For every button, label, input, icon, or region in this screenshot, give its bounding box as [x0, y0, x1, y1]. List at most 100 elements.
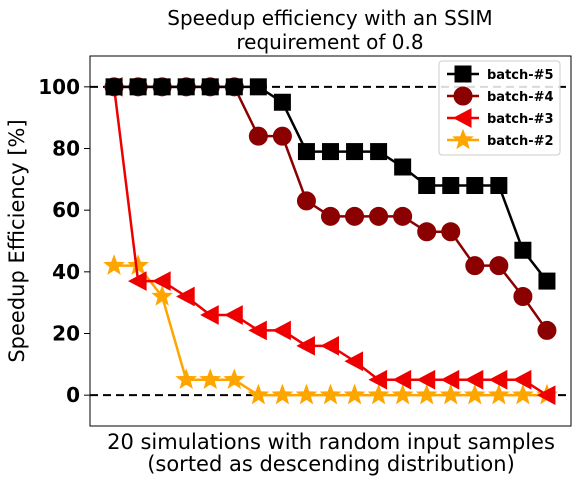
data-point [418, 177, 436, 194]
y-axis-label: Speedup Efficiency [%] [5, 119, 29, 362]
y-axis-ticks: 0 20 40 60 80 100 [38, 75, 90, 407]
data-point [321, 206, 340, 226]
legend-entry: batch-#4 [447, 86, 554, 106]
data-point [225, 78, 243, 96]
chart-title: Speedup efficiency with an SSIM requirem… [167, 6, 492, 54]
data-point [512, 383, 534, 405]
data-point [417, 222, 437, 242]
legend: batch-#5 batch-#4 batch-#3 batch-#2 [438, 60, 561, 156]
legend-entry: batch-#2 [447, 128, 554, 150]
legend-entry: batch-#3 [447, 108, 554, 128]
chart-title-line-1: Speedup efficiency with an SSIM [167, 6, 492, 30]
data-point [224, 305, 243, 325]
chart-title-line-2: requirement of 0.8 [236, 30, 423, 54]
y-tick-label: 0 [66, 383, 80, 407]
y-tick-label: 40 [52, 260, 80, 284]
series-layer [103, 77, 558, 405]
data-point [368, 369, 388, 390]
series-batch-#3 [103, 77, 556, 405]
data-point [320, 336, 339, 356]
data-point [151, 285, 174, 306]
y-tick-label: 100 [38, 75, 80, 99]
data-point [296, 336, 315, 356]
data-point [295, 383, 318, 405]
data-point [344, 351, 364, 372]
data-point [272, 320, 291, 341]
data-point [442, 177, 460, 194]
legend-label: batch-#2 [487, 134, 554, 149]
data-point [103, 254, 125, 275]
x-axis-label-line-2: (sorted as descending distribution) [147, 452, 515, 476]
legend-marker [453, 86, 473, 106]
data-point [176, 286, 195, 307]
data-point [512, 369, 532, 390]
legend-label: batch-#3 [487, 112, 554, 127]
y-tick-label: 20 [52, 322, 80, 346]
data-point [464, 369, 484, 390]
legend-marker [452, 128, 474, 150]
x-axis-label: 20 simulations with random input samples… [107, 430, 555, 476]
data-point [153, 78, 171, 96]
data-point [514, 241, 532, 259]
legend-label: batch-#4 [487, 90, 554, 105]
data-point [513, 287, 533, 306]
data-point [490, 177, 508, 194]
data-point [369, 206, 389, 226]
data-point [346, 143, 364, 161]
data-point [343, 383, 366, 405]
data-point [129, 78, 147, 96]
data-point [105, 78, 123, 96]
y-tick-label: 60 [52, 198, 80, 222]
data-point [248, 126, 268, 146]
data-point [199, 368, 222, 389]
data-point [441, 222, 461, 242]
data-point [537, 320, 557, 340]
data-point [394, 158, 412, 176]
data-point [248, 320, 267, 341]
data-point [536, 385, 556, 405]
data-point [489, 256, 509, 276]
data-point [177, 78, 195, 96]
data-point [416, 369, 436, 390]
data-point [297, 143, 315, 161]
data-point [152, 271, 171, 291]
data-point [370, 143, 388, 161]
data-point [175, 368, 198, 389]
legend-box [438, 60, 561, 156]
data-point [393, 206, 413, 226]
series-batch-#5 [105, 78, 556, 290]
data-point [128, 271, 147, 291]
data-point [223, 368, 246, 389]
data-point [271, 383, 294, 405]
data-point [439, 383, 462, 405]
data-point [538, 272, 556, 290]
data-point [415, 383, 438, 405]
legend-label: batch-#5 [487, 68, 554, 83]
data-point [440, 369, 460, 390]
data-point [488, 369, 508, 390]
data-point [201, 78, 219, 96]
data-point [247, 383, 270, 405]
data-point [249, 78, 267, 96]
legend-marker [452, 108, 472, 128]
data-point [392, 369, 412, 390]
data-point [487, 383, 510, 405]
data-point [322, 143, 339, 161]
data-point [345, 206, 365, 226]
data-point [367, 383, 390, 405]
data-point [466, 177, 484, 194]
data-point [200, 305, 219, 325]
data-point [272, 126, 292, 146]
legend-entry: batch-#5 [447, 65, 554, 83]
data-point [127, 254, 149, 275]
data-point [296, 191, 316, 211]
data-point [463, 383, 486, 405]
data-point [273, 93, 291, 111]
data-point [319, 383, 342, 405]
y-tick-label: 80 [52, 137, 80, 161]
data-point [465, 256, 485, 276]
data-point [391, 383, 414, 405]
legend-marker [454, 65, 472, 83]
x-axis-label-line-1: 20 simulations with random input samples [107, 430, 555, 454]
